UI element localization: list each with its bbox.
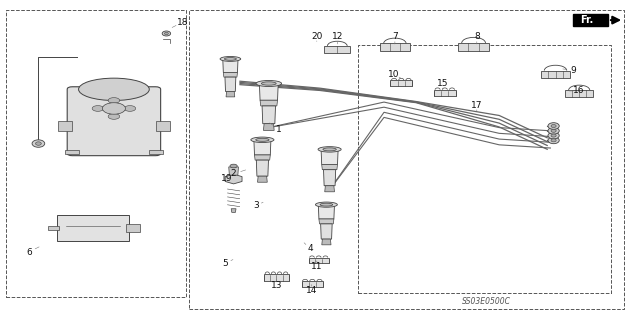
Polygon shape — [390, 80, 412, 86]
Circle shape — [108, 98, 120, 103]
Polygon shape — [256, 160, 269, 176]
Polygon shape — [308, 258, 329, 263]
Polygon shape — [257, 176, 268, 182]
Ellipse shape — [162, 31, 171, 36]
Polygon shape — [231, 209, 236, 212]
Text: 2: 2 — [231, 169, 236, 178]
FancyBboxPatch shape — [67, 87, 161, 156]
Polygon shape — [322, 165, 337, 170]
Ellipse shape — [256, 80, 282, 86]
Text: 6: 6 — [26, 248, 31, 256]
Text: 13: 13 — [271, 281, 282, 290]
Polygon shape — [262, 106, 275, 124]
Polygon shape — [380, 43, 410, 51]
Polygon shape — [301, 281, 323, 287]
Ellipse shape — [251, 137, 274, 143]
Ellipse shape — [551, 134, 556, 137]
Polygon shape — [223, 72, 237, 77]
Polygon shape — [565, 90, 593, 97]
Ellipse shape — [548, 132, 559, 139]
Text: SS03E0500C: SS03E0500C — [462, 297, 511, 306]
Circle shape — [102, 103, 125, 114]
Ellipse shape — [79, 78, 149, 100]
Polygon shape — [434, 90, 456, 96]
Polygon shape — [264, 274, 289, 281]
Polygon shape — [324, 46, 351, 53]
Text: 20: 20 — [311, 32, 323, 41]
Polygon shape — [319, 219, 334, 224]
Ellipse shape — [548, 128, 559, 134]
Polygon shape — [318, 205, 335, 219]
Ellipse shape — [164, 32, 168, 35]
Polygon shape — [226, 92, 235, 97]
Ellipse shape — [548, 123, 559, 129]
Ellipse shape — [32, 140, 45, 147]
Ellipse shape — [316, 202, 337, 207]
Text: 12: 12 — [332, 32, 343, 41]
Text: 19: 19 — [221, 174, 233, 183]
Text: 15: 15 — [437, 79, 449, 88]
Text: 14: 14 — [306, 286, 317, 295]
Text: 7: 7 — [392, 32, 397, 41]
Text: 8: 8 — [474, 32, 479, 41]
Ellipse shape — [320, 203, 333, 206]
Polygon shape — [127, 225, 141, 232]
Text: 17: 17 — [471, 101, 483, 110]
Text: 18: 18 — [177, 18, 188, 27]
Polygon shape — [255, 155, 270, 160]
Text: 1: 1 — [276, 125, 281, 134]
Text: 10: 10 — [388, 70, 399, 79]
Polygon shape — [228, 167, 239, 175]
Circle shape — [108, 114, 120, 119]
Ellipse shape — [318, 147, 341, 152]
Polygon shape — [264, 124, 274, 130]
Ellipse shape — [551, 129, 556, 132]
Polygon shape — [321, 224, 332, 239]
Text: 16: 16 — [573, 86, 585, 95]
Polygon shape — [58, 121, 72, 131]
Text: 4: 4 — [308, 244, 313, 253]
Ellipse shape — [548, 137, 559, 144]
Polygon shape — [324, 170, 335, 186]
Ellipse shape — [261, 82, 276, 85]
Polygon shape — [149, 150, 163, 154]
Ellipse shape — [35, 142, 41, 145]
Polygon shape — [458, 43, 490, 51]
FancyBboxPatch shape — [573, 14, 608, 26]
Ellipse shape — [551, 139, 556, 142]
Polygon shape — [322, 239, 331, 245]
Polygon shape — [541, 70, 570, 78]
Polygon shape — [254, 140, 271, 155]
Ellipse shape — [551, 124, 556, 128]
Polygon shape — [223, 59, 238, 72]
FancyBboxPatch shape — [57, 215, 129, 241]
Text: 3: 3 — [253, 201, 259, 210]
Polygon shape — [225, 77, 236, 92]
Ellipse shape — [323, 148, 336, 151]
Polygon shape — [260, 100, 278, 106]
Circle shape — [124, 106, 136, 111]
Ellipse shape — [220, 56, 241, 61]
Polygon shape — [47, 226, 60, 230]
Circle shape — [92, 106, 104, 111]
Text: 9: 9 — [570, 66, 575, 75]
Polygon shape — [324, 186, 335, 192]
Text: Fr.: Fr. — [580, 15, 593, 25]
Circle shape — [230, 164, 237, 168]
Polygon shape — [65, 150, 79, 154]
Ellipse shape — [225, 57, 236, 60]
Text: 5: 5 — [223, 259, 228, 268]
Text: 11: 11 — [311, 262, 323, 271]
Polygon shape — [259, 84, 278, 100]
Ellipse shape — [256, 138, 269, 141]
Polygon shape — [321, 149, 338, 165]
Polygon shape — [156, 121, 170, 131]
